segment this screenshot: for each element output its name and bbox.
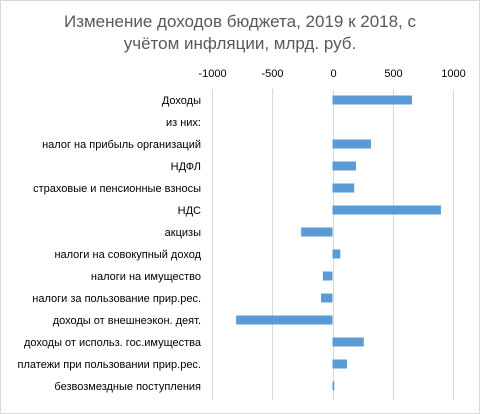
x-tick-label: 0 — [330, 68, 336, 80]
bar — [301, 227, 333, 237]
category-label: Доходы — [162, 95, 201, 107]
category-label: страховые и пенсионные взносы — [33, 183, 201, 195]
bar — [332, 249, 341, 259]
x-tick-label: 500 — [384, 68, 402, 80]
bar — [322, 271, 333, 281]
x-tick-label: 1000 — [441, 68, 465, 80]
bar — [332, 183, 355, 193]
category-label: из них: — [166, 117, 201, 129]
x-tick-label: -1000 — [198, 68, 226, 80]
category-label: НДС — [178, 205, 201, 217]
category-label: налоги на имущество — [91, 271, 201, 283]
category-label: НДФЛ — [171, 161, 201, 173]
chart-title-line-2: учётом инфляции, млрд. руб. — [123, 34, 357, 53]
bar — [321, 293, 333, 303]
category-label: акцизы — [165, 227, 201, 239]
bar — [332, 161, 356, 171]
category-label: безвозмездные поступления — [54, 381, 201, 393]
bar — [332, 205, 441, 215]
bar — [332, 95, 413, 105]
bar — [236, 315, 333, 325]
chart-title-line-1: Изменение доходов бюджета, 2019 к 2018, … — [63, 12, 417, 31]
bar — [332, 359, 347, 369]
x-tick-label: -500 — [261, 68, 283, 80]
category-label: налог на прибыль организаций — [42, 139, 201, 151]
category-label: налоги за пользование прир.рес. — [32, 293, 201, 305]
category-label: доходы от внешнеэкон. деят. — [53, 315, 201, 327]
bar — [332, 381, 335, 391]
bar — [332, 139, 372, 149]
category-label: платежи при пользовании прир.рес. — [18, 359, 201, 371]
category-label: налоги на совокупный доход — [54, 249, 201, 261]
category-label: доходы от использ. гос.имущества — [24, 337, 202, 349]
bar — [332, 337, 364, 347]
